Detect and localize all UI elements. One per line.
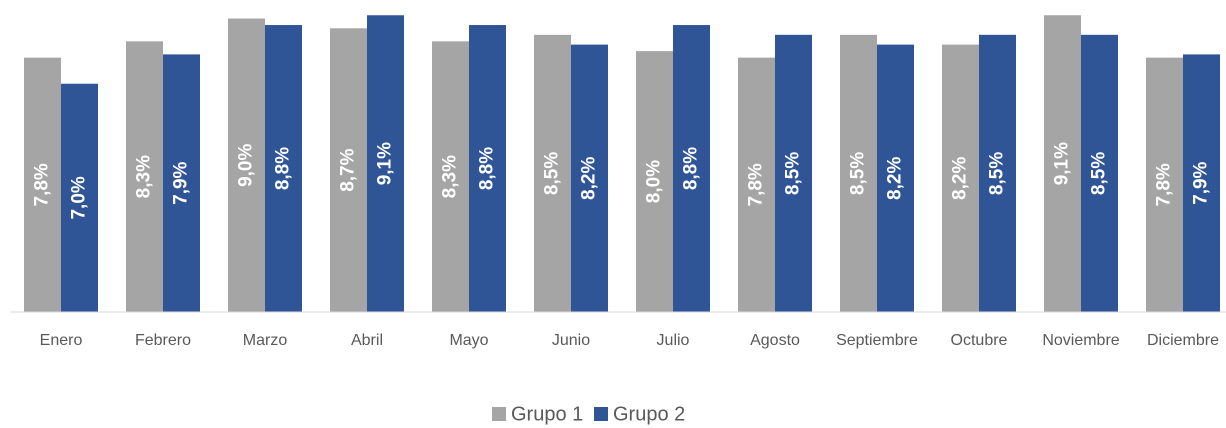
x-tick-label: Junio xyxy=(552,332,590,349)
value-label: 7,9% xyxy=(1191,161,1212,204)
value-label: 9,1% xyxy=(1052,142,1073,185)
bar xyxy=(469,25,506,312)
bar xyxy=(432,41,469,312)
bar xyxy=(265,25,302,312)
legend-swatch xyxy=(492,407,506,421)
bar xyxy=(24,57,61,312)
legend-label: Grupo 1 xyxy=(511,403,583,425)
value-label: 9,0% xyxy=(236,144,257,187)
bar xyxy=(126,41,163,312)
value-label: 8,5% xyxy=(783,152,804,195)
bar xyxy=(775,34,812,313)
value-label: 8,2% xyxy=(885,157,906,200)
bar xyxy=(840,34,877,313)
value-label: 8,0% xyxy=(644,160,665,203)
bar xyxy=(877,44,914,312)
bar xyxy=(228,18,265,313)
legend-label: Grupo 2 xyxy=(613,403,685,425)
value-label: 8,2% xyxy=(950,157,971,200)
bar xyxy=(367,15,404,313)
bar xyxy=(571,44,608,312)
x-tick-label: Diciembre xyxy=(1147,332,1219,349)
value-label: 8,5% xyxy=(542,152,563,195)
value-label: 8,5% xyxy=(987,152,1008,195)
value-label: 7,9% xyxy=(171,161,192,204)
bar xyxy=(61,83,98,312)
value-label: 9,1% xyxy=(375,142,396,185)
value-label: 8,2% xyxy=(579,157,600,200)
bar xyxy=(738,57,775,312)
x-tick-label: Agosto xyxy=(750,332,800,349)
x-tick-label: Octubre xyxy=(951,332,1008,349)
x-tick-label: Julio xyxy=(657,332,690,349)
value-label: 7,8% xyxy=(746,163,767,206)
bar xyxy=(163,54,200,313)
bar xyxy=(330,28,367,312)
bar xyxy=(1044,15,1081,313)
value-label: 8,5% xyxy=(1089,152,1110,195)
value-label: 7,0% xyxy=(69,176,90,219)
value-label: 8,7% xyxy=(338,148,359,191)
bar xyxy=(534,34,571,313)
x-tick-label: Septiembre xyxy=(836,332,918,349)
bar xyxy=(942,44,979,312)
value-label: 8,8% xyxy=(273,147,294,190)
value-label: 8,5% xyxy=(848,152,869,195)
x-tick-label: Abril xyxy=(351,332,383,349)
value-label: 8,8% xyxy=(681,147,702,190)
bar xyxy=(979,34,1016,313)
x-tick-label: Enero xyxy=(40,332,83,349)
bar xyxy=(1146,57,1183,312)
bar xyxy=(1183,54,1220,313)
value-label: 7,8% xyxy=(1154,163,1175,206)
x-tick-label: Mayo xyxy=(449,332,488,349)
bar xyxy=(673,25,710,312)
value-label: 7,8% xyxy=(32,163,53,206)
value-label: 8,3% xyxy=(134,155,155,198)
value-label: 8,3% xyxy=(440,155,461,198)
bar xyxy=(636,51,673,313)
bar xyxy=(1081,34,1118,313)
x-tick-label: Noviembre xyxy=(1042,332,1119,349)
x-tick-label: Febrero xyxy=(135,332,191,349)
x-tick-label: Marzo xyxy=(243,332,288,349)
value-label: 8,8% xyxy=(477,147,498,190)
legend-swatch xyxy=(594,407,608,421)
